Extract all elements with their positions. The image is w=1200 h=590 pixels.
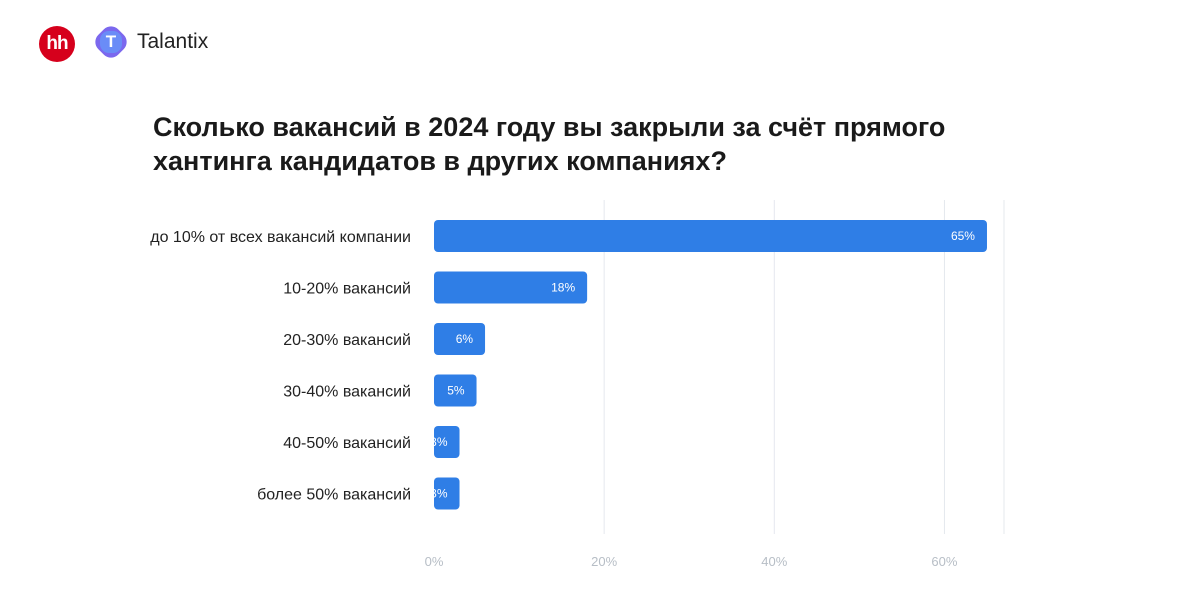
- bar-value-label: 65%: [951, 229, 975, 243]
- x-tick-label: 40%: [761, 554, 787, 569]
- bar-value-label: 18%: [551, 281, 575, 295]
- bar: [434, 220, 987, 252]
- category-label: 20-30% вакансий: [283, 332, 411, 349]
- bar-value-label: 6%: [456, 332, 474, 346]
- x-tick-label: 20%: [591, 554, 617, 569]
- talantix-letter: T: [105, 32, 117, 51]
- bar: [434, 374, 477, 407]
- category-label: 40-50% вакансий: [283, 435, 411, 452]
- talantix-name: Talantix: [137, 30, 209, 53]
- hh-logo: hh: [39, 26, 75, 62]
- x-tick-label: 0%: [425, 554, 444, 569]
- bar-value-label: 3%: [430, 435, 448, 449]
- category-label: 30-40% вакансий: [283, 384, 411, 401]
- talantix-logo: T Talantix: [91, 22, 209, 62]
- bar: [434, 477, 460, 510]
- bar: [434, 323, 486, 355]
- category-label: более 50% вакансий: [257, 487, 411, 504]
- bar-value-label: 5%: [447, 384, 465, 398]
- bar: [434, 271, 588, 304]
- chart-title: Сколько вакансий в 2024 году вы закрыли …: [153, 112, 946, 176]
- category-label: 10-20% вакансий: [283, 281, 411, 298]
- x-tick-label: 60%: [931, 554, 957, 569]
- bar: [434, 426, 460, 458]
- category-label: до 10% от всех вакансий компании: [150, 229, 411, 246]
- talantix-icon: T: [91, 22, 131, 62]
- bar-value-label: 3%: [430, 487, 448, 501]
